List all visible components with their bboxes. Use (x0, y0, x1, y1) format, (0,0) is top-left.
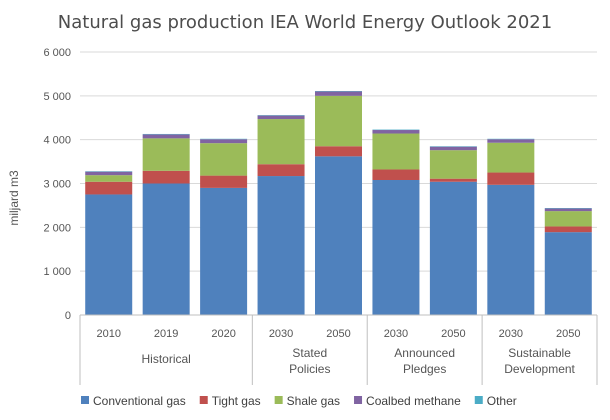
legend-swatch-other (474, 396, 483, 404)
x-tick-label: 2030 (269, 328, 293, 340)
bar-shale-gas (487, 142, 535, 173)
legend-label-shale-gas: Shale gas (287, 394, 340, 408)
bar-conventional-gas (429, 181, 477, 315)
bar-coalbed-methane (200, 139, 248, 144)
y-tick-label: 0 (65, 310, 71, 322)
y-tick-label: 4 000 (43, 135, 71, 147)
group-label: Historical (141, 352, 190, 366)
legend-swatch-conventional-gas (81, 396, 89, 404)
x-tick-label: 2010 (96, 328, 120, 340)
bar-coalbed-methane (487, 139, 535, 143)
x-tick-label: 2019 (154, 328, 178, 340)
legend-label-tight-gas: Tight gas (212, 394, 261, 408)
y-tick-label: 3 000 (43, 179, 71, 191)
bars (85, 91, 592, 315)
bar-shale-gas (200, 143, 248, 176)
group-label: Development (504, 362, 575, 376)
bar-coalbed-methane (142, 134, 190, 139)
bar-shale-gas (544, 211, 592, 227)
bar-tight-gas (487, 172, 535, 185)
bar-coalbed-methane (257, 115, 305, 120)
group-label: Pledges (403, 362, 446, 376)
bar-tight-gas (429, 178, 477, 182)
y-axis-label: miljard m3 (7, 170, 21, 226)
bar-tight-gas (372, 169, 420, 180)
bar-coalbed-methane (544, 208, 592, 212)
legend-swatch-shale-gas (274, 396, 283, 404)
bar-conventional-gas (200, 187, 248, 315)
x-tick-label: 2030 (384, 328, 408, 340)
bar-shale-gas (315, 95, 362, 147)
legend-swatch-tight-gas (199, 396, 208, 404)
bar-conventional-gas (544, 232, 592, 315)
bar-coalbed-methane (85, 171, 133, 176)
x-tick-label: 2050 (441, 328, 465, 340)
bar-tight-gas (544, 226, 592, 233)
bar-tight-gas (200, 175, 248, 188)
y-tick-label: 5 000 (43, 91, 71, 103)
x-tick-label: 2050 (326, 328, 350, 340)
bar-conventional-gas (487, 184, 535, 315)
bar-coalbed-methane (372, 130, 420, 134)
group-label: Sustainable (508, 346, 571, 360)
x-tick-label: 2050 (556, 328, 580, 340)
group-label: Announced (394, 346, 455, 360)
bar-tight-gas (85, 181, 133, 195)
y-tick-label: 1 000 (43, 266, 71, 278)
bar-tight-gas (315, 146, 362, 157)
bar-shale-gas (142, 138, 190, 171)
chart-title: Natural gas production IEA World Energy … (58, 12, 552, 33)
y-tick-label: 6 000 (43, 47, 71, 59)
bar-conventional-gas (372, 179, 420, 315)
bar-coalbed-methane (429, 146, 477, 151)
y-axis-ticks: 0 1 000 2 000 3 000 4 000 5 000 6 000 (43, 47, 71, 322)
group-label: Stated (292, 346, 327, 360)
bar-shale-gas (257, 119, 305, 165)
bar-shale-gas (85, 175, 133, 182)
group-label: Policies (289, 362, 330, 376)
bar-conventional-gas (142, 183, 190, 315)
x-tick-label: 2030 (499, 328, 523, 340)
bar-conventional-gas (85, 194, 133, 315)
legend: Conventional gas Tight gas Shale gas Coalbe… (81, 394, 517, 408)
bar-shale-gas (429, 150, 477, 179)
y-tick-label: 2 000 (43, 222, 71, 234)
legend-label-coalbed-methane: Coalbed methane (366, 394, 461, 408)
bar-tight-gas (142, 170, 190, 184)
x-tick-label: 2020 (211, 328, 235, 340)
legend-label-conventional-gas: Conventional gas (93, 394, 186, 408)
legend-label-other: Other (487, 394, 517, 408)
legend-swatch-coalbed-methane (354, 396, 363, 404)
bar-tight-gas (257, 164, 305, 177)
x-axis: 2010 2019 2020 2030 2050 2030 2050 2030 2050 Hist… (79, 314, 598, 385)
bar-coalbed-methane (315, 91, 362, 96)
bar-conventional-gas (315, 156, 362, 315)
bar-conventional-gas (257, 176, 305, 315)
bar-shale-gas (372, 133, 420, 170)
